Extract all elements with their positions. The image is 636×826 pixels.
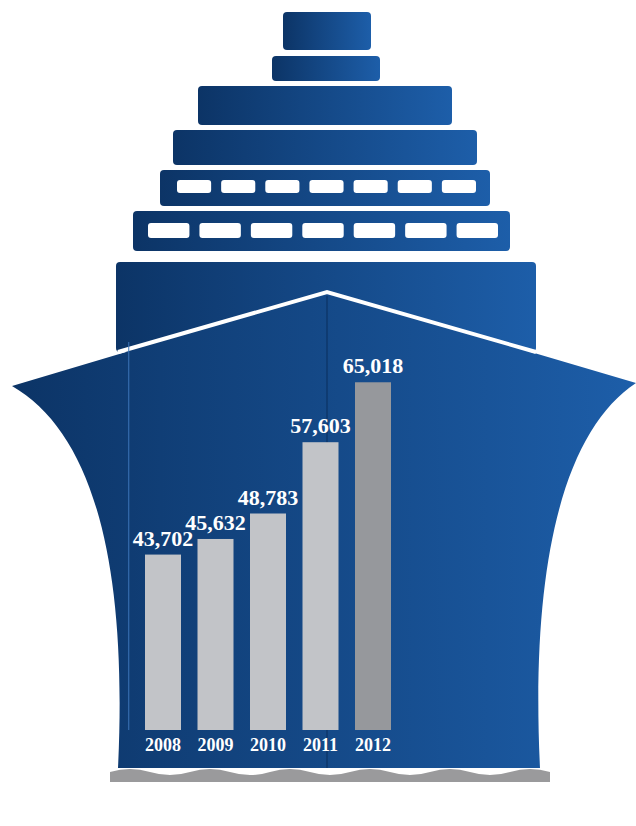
ship-deck (133, 211, 510, 251)
data-label: 48,783 (238, 485, 299, 510)
bar (198, 539, 234, 730)
data-label: 57,603 (290, 413, 351, 438)
bars (145, 382, 391, 730)
ship-window (302, 223, 343, 238)
ship-hull (12, 292, 636, 768)
bar (145, 555, 181, 730)
ship-window (199, 223, 240, 238)
labels: 43,702 2008 45,632 2009 48,783 2010 57,603 2011… (133, 353, 404, 755)
ship-window (442, 180, 476, 193)
data-label: 43,702 (133, 526, 194, 551)
ship-deck (160, 170, 490, 206)
bar (250, 514, 286, 730)
chart-svg: 43,702 2008 45,632 2009 48,783 2010 57,603 2011… (0, 0, 636, 826)
value-axis-line (128, 342, 129, 730)
water (110, 769, 550, 782)
chart-root: 43,702 2008 45,632 2009 48,783 2010 57,603 2011… (0, 0, 636, 826)
ship (12, 12, 636, 782)
category-label: 2008 (145, 735, 181, 755)
ship-window (221, 180, 255, 193)
category-label: 2010 (250, 735, 286, 755)
ship-window (309, 180, 343, 193)
bar (303, 442, 339, 730)
ship-deck (173, 130, 477, 165)
ship-deck (283, 12, 371, 50)
ship-window (251, 223, 292, 238)
ship-deck (272, 56, 380, 81)
data-label: 65,018 (343, 353, 404, 378)
ship-window (405, 223, 446, 238)
data-label: 45,632 (185, 510, 246, 535)
ship-window (457, 223, 498, 238)
category-label: 2012 (355, 735, 391, 755)
ship-window (265, 180, 299, 193)
ship-window (148, 223, 189, 238)
ship-window (354, 180, 388, 193)
ship-window (177, 180, 211, 193)
ship-window (354, 223, 395, 238)
ship-deck (198, 86, 452, 125)
category-label: 2009 (198, 735, 234, 755)
bar (355, 382, 391, 730)
ship-window (398, 180, 432, 193)
category-label: 2011 (303, 735, 338, 755)
